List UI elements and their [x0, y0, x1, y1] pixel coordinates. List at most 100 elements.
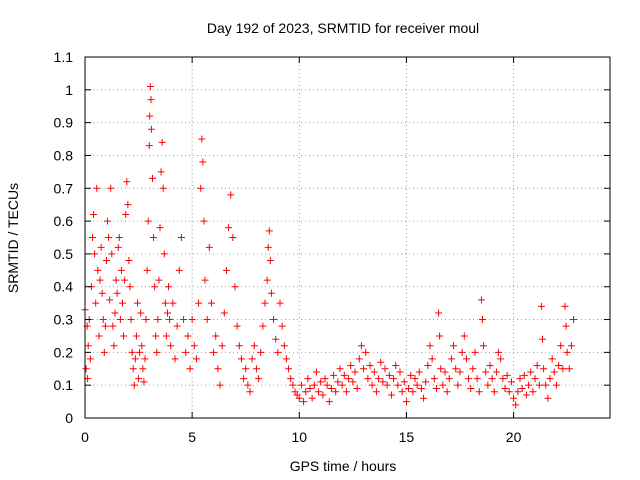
- data-point: [300, 398, 308, 406]
- plot-frame: [84, 56, 611, 419]
- data-point: [95, 332, 103, 340]
- data-point: [295, 394, 303, 402]
- data-point: [124, 201, 132, 209]
- data-point: [120, 332, 128, 340]
- data-point: [190, 342, 198, 350]
- y-tick-label: 0: [65, 410, 73, 426]
- data-point: [426, 342, 434, 350]
- data-point: [122, 211, 130, 219]
- axis-ticks: 0 0.1 0.2 0.3 0.4 0.5 0.6 0.7 0.8 0.9 1 1.1 0 5 10 15 20: [54, 49, 610, 445]
- data-point: [136, 348, 144, 356]
- data-point: [240, 375, 248, 383]
- data-point: [175, 266, 183, 274]
- data-point: [503, 371, 511, 379]
- data-point: [139, 365, 147, 373]
- data-point: [214, 365, 222, 373]
- data-point: [465, 375, 473, 383]
- data-point: [533, 361, 541, 369]
- data-point: [130, 381, 138, 389]
- data-point: [100, 348, 108, 356]
- data-point: [544, 394, 552, 402]
- y-tick-label: 1.1: [54, 49, 74, 65]
- data-point: [233, 322, 241, 330]
- x-tick-label: 0: [81, 429, 89, 445]
- data-point: [119, 299, 126, 307]
- data-point: [177, 234, 185, 241]
- data-point: [86, 355, 94, 363]
- data-point: [381, 365, 389, 373]
- data-point: [567, 342, 575, 350]
- data-point: [297, 381, 305, 389]
- data-point: [287, 375, 295, 383]
- data-point: [144, 217, 152, 225]
- data-point: [92, 299, 100, 307]
- data-point: [109, 322, 117, 330]
- data-point: [347, 361, 355, 369]
- data-point: [154, 316, 162, 324]
- data-point: [310, 381, 318, 389]
- data-point: [529, 388, 537, 396]
- data-point: [220, 309, 228, 317]
- data-point: [338, 381, 346, 389]
- data-point: [327, 384, 335, 392]
- data-point: [145, 142, 153, 150]
- data-point: [162, 332, 170, 340]
- data-point: [443, 388, 451, 396]
- data-point: [125, 256, 133, 264]
- data-point: [527, 368, 535, 376]
- y-tick-label: 0.2: [54, 344, 74, 360]
- data-point: [231, 283, 239, 291]
- data-point: [345, 375, 353, 383]
- data-point: [407, 371, 415, 379]
- data-point: [84, 342, 92, 350]
- data-point: [140, 378, 148, 386]
- data-point: [413, 381, 421, 389]
- data-point: [161, 299, 169, 307]
- data-point: [398, 388, 406, 396]
- data-point: [242, 365, 250, 373]
- data-point: [276, 299, 284, 307]
- data-point: [330, 371, 338, 379]
- y-tick-label: 0.4: [54, 279, 74, 295]
- data-point: [186, 365, 194, 373]
- data-point: [477, 296, 485, 304]
- data-point: [104, 217, 111, 225]
- data-point: [229, 234, 237, 241]
- data-point: [340, 371, 348, 379]
- data-point: [484, 381, 492, 389]
- data-point: [445, 375, 453, 383]
- data-point: [537, 302, 545, 310]
- data-point: [250, 342, 258, 350]
- data-point: [456, 368, 464, 376]
- data-point: [452, 365, 460, 373]
- data-point: [561, 302, 569, 310]
- data-point: [106, 296, 114, 304]
- data-point: [137, 309, 145, 317]
- data-point: [165, 283, 173, 291]
- data-point: [486, 361, 494, 369]
- data-point: [207, 299, 215, 307]
- data-point: [306, 384, 314, 392]
- data-point: [492, 368, 500, 376]
- data-point: [107, 184, 115, 192]
- data-point: [546, 375, 554, 383]
- x-tick-label: 10: [291, 429, 307, 445]
- data-point: [469, 365, 477, 373]
- data-point: [559, 365, 567, 373]
- data-point: [505, 388, 513, 396]
- data-point: [128, 348, 136, 356]
- data-point: [108, 250, 116, 258]
- data-point: [550, 368, 558, 376]
- data-point: [116, 316, 124, 324]
- y-tick-label: 0.8: [54, 147, 74, 163]
- data-point: [264, 243, 272, 251]
- data-point: [542, 381, 550, 389]
- data-point: [89, 234, 96, 241]
- data-point: [267, 289, 275, 297]
- data-point: [312, 368, 320, 376]
- data-points: [81, 83, 578, 409]
- y-tick-label: 0.3: [54, 312, 74, 328]
- data-point: [450, 342, 458, 350]
- data-point: [123, 178, 131, 186]
- data-point: [156, 224, 164, 232]
